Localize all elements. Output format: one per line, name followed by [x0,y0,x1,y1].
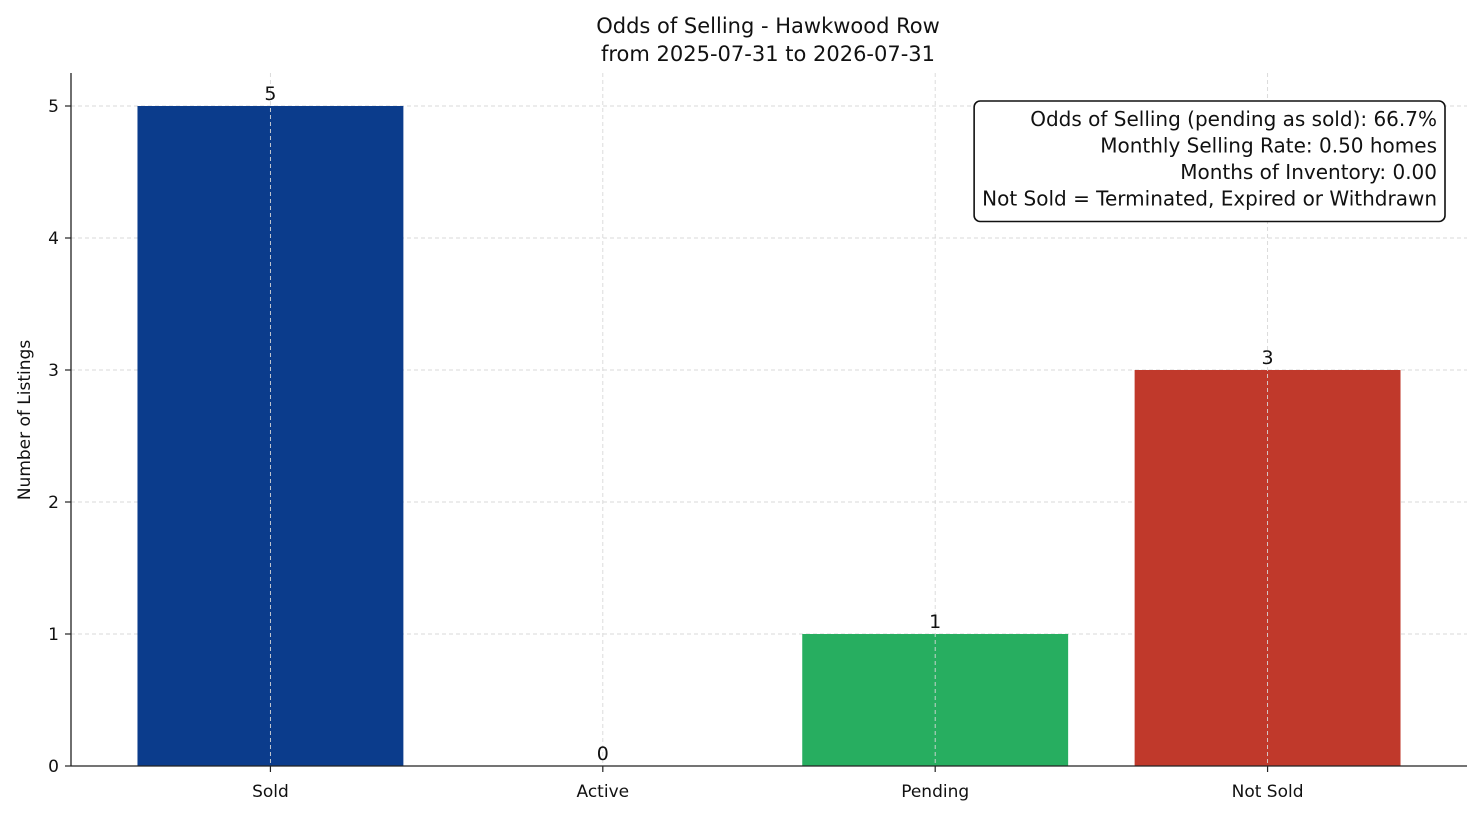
annotation-line: Not Sold = Terminated, Expired or Withdr… [982,187,1437,211]
y-tick-label: 5 [48,97,59,117]
y-tick-label: 2 [48,493,59,513]
annotation-frame [973,100,1446,223]
data-label: 5 [264,83,276,105]
x-tick-label: Active [577,782,630,802]
tick-labels: 0 1 2 3 4 5 Sold Active Pending Not Sold [48,97,1303,802]
annotation-box: Odds of Selling (pending as sold): 66.7%… [973,100,1446,223]
chart-subtitle: from 2025-07-31 to 2026-07-31 [601,42,935,66]
data-label: 1 [929,611,941,633]
annotation-line: Months of Inventory: 0.00 [1180,160,1437,184]
data-labels: 5 0 1 3 [264,83,1273,765]
y-tick-label: 1 [48,625,59,645]
annotation-line: Odds of Selling (pending as sold): 66.7% [1030,107,1437,131]
annotation-line: Monthly Selling Rate: 0.50 homes [1100,134,1437,158]
y-axis-label: Number of Listings [15,340,35,500]
y-tick-label: 3 [48,361,59,381]
chart-title: Odds of Selling - Hawkwood Row [596,14,940,38]
bar-sold [137,106,404,766]
axes [70,73,1467,767]
x-tick-label: Sold [252,782,289,802]
x-tick-label: Not Sold [1232,782,1304,802]
data-label: 3 [1262,347,1274,369]
y-tick-label: 0 [48,757,59,777]
x-tick-label: Pending [901,782,969,802]
y-tick-label: 4 [48,229,59,249]
data-label: 0 [597,743,609,765]
